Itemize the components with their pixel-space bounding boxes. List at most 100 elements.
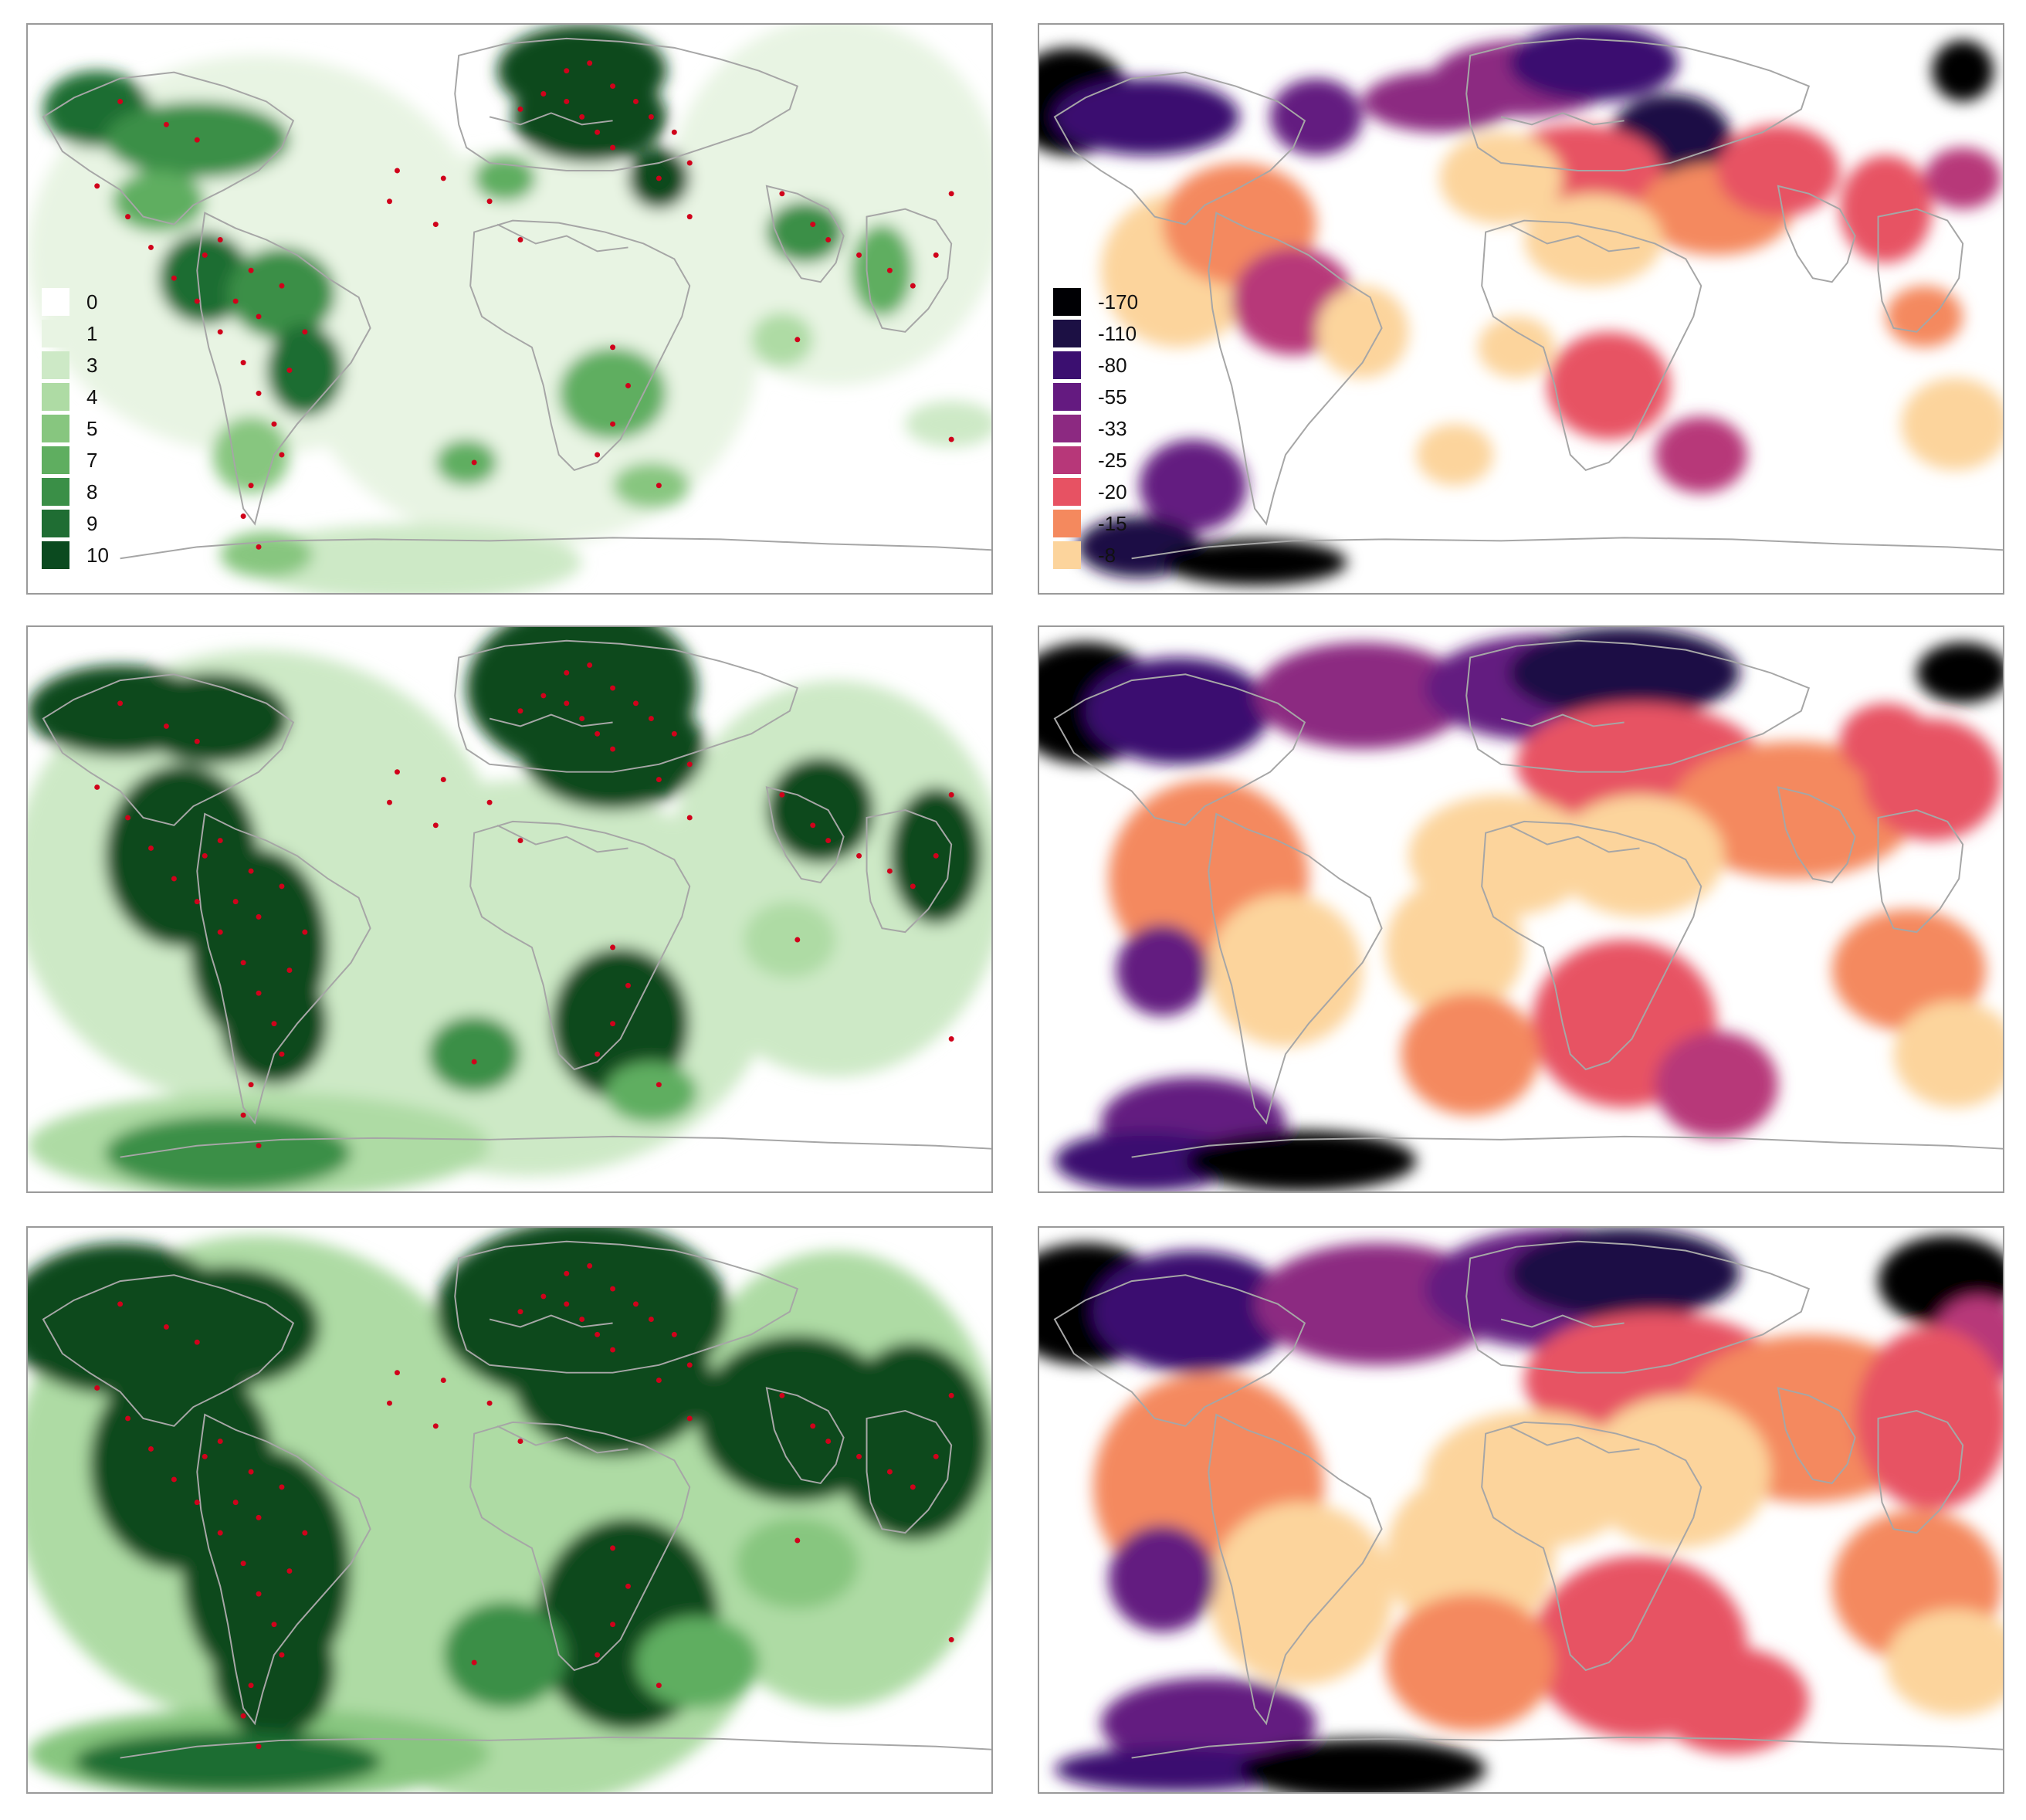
- country-border: [496, 223, 628, 252]
- country-border: [1877, 809, 1964, 934]
- station-marker: [610, 1347, 616, 1353]
- station-marker: [632, 700, 639, 707]
- country-border: [489, 1314, 613, 1328]
- station-marker: [256, 1143, 262, 1149]
- station-marker: [248, 1469, 254, 1475]
- country-border: [42, 1274, 295, 1427]
- station-marker: [632, 98, 639, 104]
- coverage-legend-swatch-5: [42, 446, 69, 474]
- station-marker: [471, 1059, 477, 1065]
- station-marker: [202, 1453, 208, 1459]
- station-marker: [256, 390, 262, 396]
- station-marker: [248, 1683, 254, 1689]
- station-marker: [686, 761, 693, 768]
- station-marker: [286, 1568, 293, 1574]
- station-marker: [595, 1652, 601, 1658]
- station-marker: [194, 1500, 200, 1506]
- map-region: [1509, 1228, 1740, 1320]
- map-region: [512, 1303, 713, 1457]
- station-marker: [825, 838, 832, 844]
- station-marker: [595, 452, 601, 458]
- station-marker: [810, 222, 816, 228]
- station-marker: [579, 114, 585, 120]
- country-border: [1508, 824, 1640, 853]
- coverage-map-row-3-canvas: [28, 1228, 991, 1792]
- station-marker: [564, 700, 570, 707]
- station-marker: [94, 1384, 100, 1391]
- bias-map-row-1: -170 -110 -80 -55 -33 -25 -20 -15 -8: [1038, 23, 2004, 595]
- coverage-legend: 0 1 3 4 5 7 8 9 10: [42, 287, 165, 581]
- station-marker: [825, 1439, 832, 1445]
- country-border: [1053, 673, 1306, 826]
- bias-legend-swatch-8: [1053, 541, 1081, 569]
- station-marker: [933, 852, 939, 859]
- station-marker: [486, 799, 493, 805]
- station-marker: [279, 283, 285, 289]
- station-marker: [595, 1331, 601, 1337]
- country-border: [1208, 812, 1383, 1125]
- country-border: [1777, 185, 1856, 283]
- bias-map-row-3-canvas: [1039, 1228, 2003, 1792]
- map-region: [766, 201, 844, 263]
- bias-legend-row-6: -20: [1053, 477, 1127, 507]
- map-region: [220, 531, 313, 578]
- station-marker: [686, 1362, 693, 1368]
- station-marker: [240, 960, 246, 966]
- country-border: [120, 1135, 991, 1158]
- map-region: [1554, 795, 1725, 917]
- map-region: [1831, 909, 1987, 1032]
- map-region: [1054, 1746, 1301, 1792]
- country-border: [1481, 820, 1702, 1071]
- station-marker: [579, 1317, 585, 1322]
- map-region: [1509, 25, 1679, 102]
- country-border: [1053, 1274, 1306, 1427]
- coverage-legend-swatch-1: [42, 320, 69, 347]
- map-region: [635, 1616, 759, 1709]
- country-border: [1131, 537, 2003, 560]
- map-region: [1916, 642, 2003, 703]
- country-border: [196, 1413, 371, 1726]
- country-border: [469, 219, 691, 472]
- station-marker: [610, 344, 616, 351]
- map-region: [750, 312, 813, 367]
- map-region: [1054, 1130, 1240, 1191]
- station-marker: [610, 1021, 616, 1027]
- map-region: [744, 901, 836, 978]
- station-marker: [540, 1293, 547, 1300]
- map-region: [1885, 286, 1963, 347]
- station-marker: [471, 459, 477, 466]
- station-marker: [94, 183, 100, 189]
- station-marker: [656, 175, 662, 181]
- country-border: [1481, 1421, 1702, 1672]
- country-border: [196, 812, 371, 1125]
- station-marker: [440, 1378, 446, 1384]
- station-marker: [587, 60, 593, 66]
- country-border: [454, 639, 799, 773]
- station-marker: [163, 121, 169, 127]
- station-marker: [256, 913, 262, 920]
- station-marker: [248, 483, 254, 489]
- station-marker: [517, 1309, 523, 1315]
- coverage-legend-label-1: 1: [86, 322, 98, 345]
- station-marker: [256, 544, 262, 550]
- country-border: [120, 537, 991, 560]
- bias-map-row-2: [1038, 625, 2004, 1193]
- bias-legend-label-3: -55: [1098, 385, 1127, 408]
- coverage-legend-label-5: 7: [86, 449, 98, 472]
- station-marker: [517, 838, 523, 844]
- map-region: [1893, 1001, 2003, 1108]
- coverage-legend-row-7: 9: [42, 509, 97, 538]
- coverage-legend-swatch-6: [42, 478, 69, 506]
- map-region: [1439, 132, 1563, 225]
- coverage-legend-label-3: 4: [86, 385, 98, 408]
- bias-legend-row-2: -80: [1053, 351, 1127, 380]
- bias-legend-swatch-3: [1053, 383, 1081, 411]
- coverage-legend-swatch-4: [42, 415, 69, 442]
- station-marker: [171, 275, 177, 281]
- station-marker: [148, 1446, 154, 1452]
- station-marker: [240, 1112, 246, 1118]
- map-region: [1316, 286, 1409, 378]
- map-region: [558, 347, 667, 440]
- station-marker: [810, 822, 816, 829]
- station-marker: [432, 222, 439, 228]
